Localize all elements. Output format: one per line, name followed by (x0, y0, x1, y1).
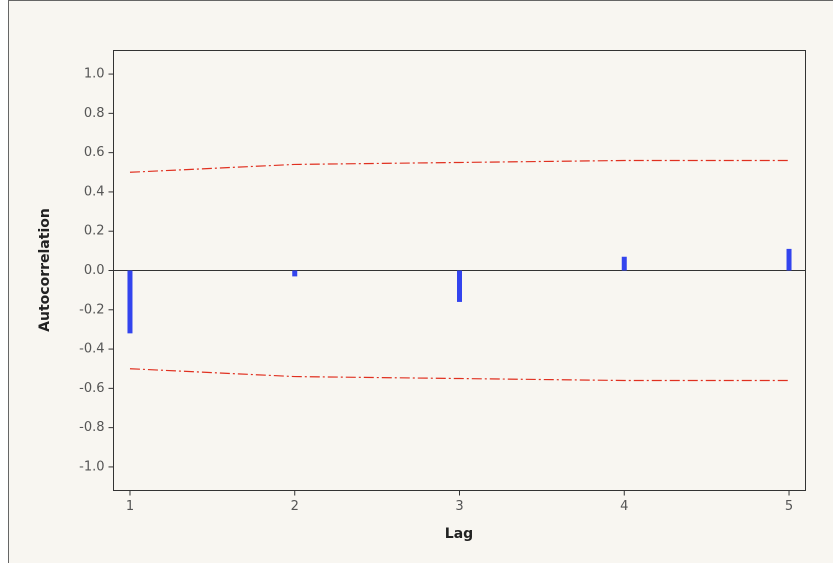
y-tick-label: -0.6 (79, 381, 104, 396)
acf-bar (292, 271, 297, 277)
acf-bar (127, 271, 132, 334)
y-tick-label: 0.0 (84, 263, 105, 278)
y-tick-label: -0.8 (79, 420, 104, 435)
y-axis-title: Autocorrelation (37, 208, 53, 332)
x-tick-label: 2 (291, 499, 299, 514)
x-axis-title: Lag (445, 526, 473, 542)
x-tick-label: 5 (785, 499, 793, 514)
y-tick-label: 0.8 (84, 106, 105, 121)
acf-bar (787, 249, 792, 271)
y-tick-label: 0.6 (84, 145, 105, 160)
y-tick-label: -0.2 (79, 302, 104, 317)
y-tick-label: -1.0 (79, 459, 104, 474)
y-tick-label: -0.4 (79, 342, 104, 357)
x-tick-label: 3 (455, 499, 463, 514)
acf-bar (622, 257, 627, 271)
x-tick-label: 4 (620, 499, 628, 514)
acf-bar (457, 271, 462, 302)
y-tick-label: 0.4 (84, 184, 105, 199)
y-tick-label: 0.2 (84, 224, 105, 239)
x-tick-label: 1 (126, 499, 134, 514)
chart: Lag Autocorrelation 1.0 0.8 0.6 0.4 0.2 0.0 -0… (0, 0, 833, 563)
y-tick-label: 1.0 (84, 67, 105, 82)
